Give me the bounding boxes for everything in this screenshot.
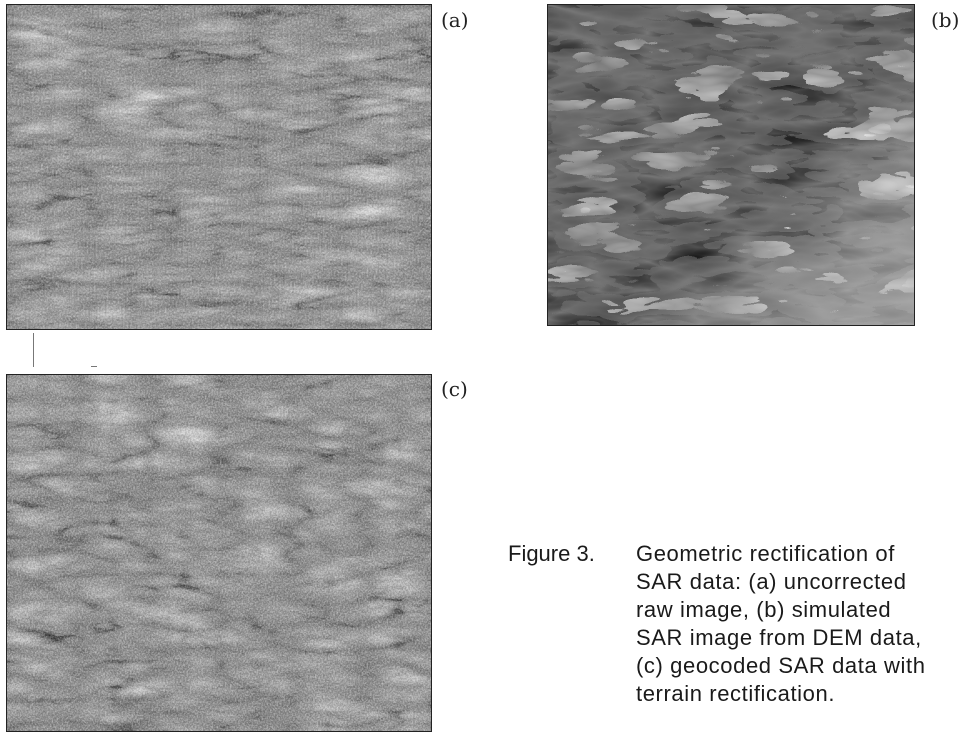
caption-line: raw image, (b) simulated <box>636 597 892 622</box>
caption-line: Geometric rectification of <box>636 541 895 566</box>
caption-label: Figure 3. <box>508 541 595 566</box>
caption-line: SAR image from DEM data, <box>636 625 922 650</box>
caption-text: Geometric rectification of SAR data: (a)… <box>636 540 958 708</box>
scan-mark <box>33 333 34 367</box>
sar-raw-image <box>6 4 432 330</box>
panel-label-c: (c) <box>441 377 468 401</box>
scan-mark <box>91 366 97 367</box>
panel-label-b: (b) <box>931 8 960 32</box>
caption-line: SAR data: (a) uncorrected <box>636 569 907 594</box>
sar-geocoded-image <box>6 374 432 732</box>
sar-simulated-image <box>547 4 915 326</box>
caption-line: (c) geocoded SAR data with <box>636 653 926 678</box>
caption-line: terrain rectification. <box>636 681 836 706</box>
panel-label-a: (a) <box>441 8 469 32</box>
